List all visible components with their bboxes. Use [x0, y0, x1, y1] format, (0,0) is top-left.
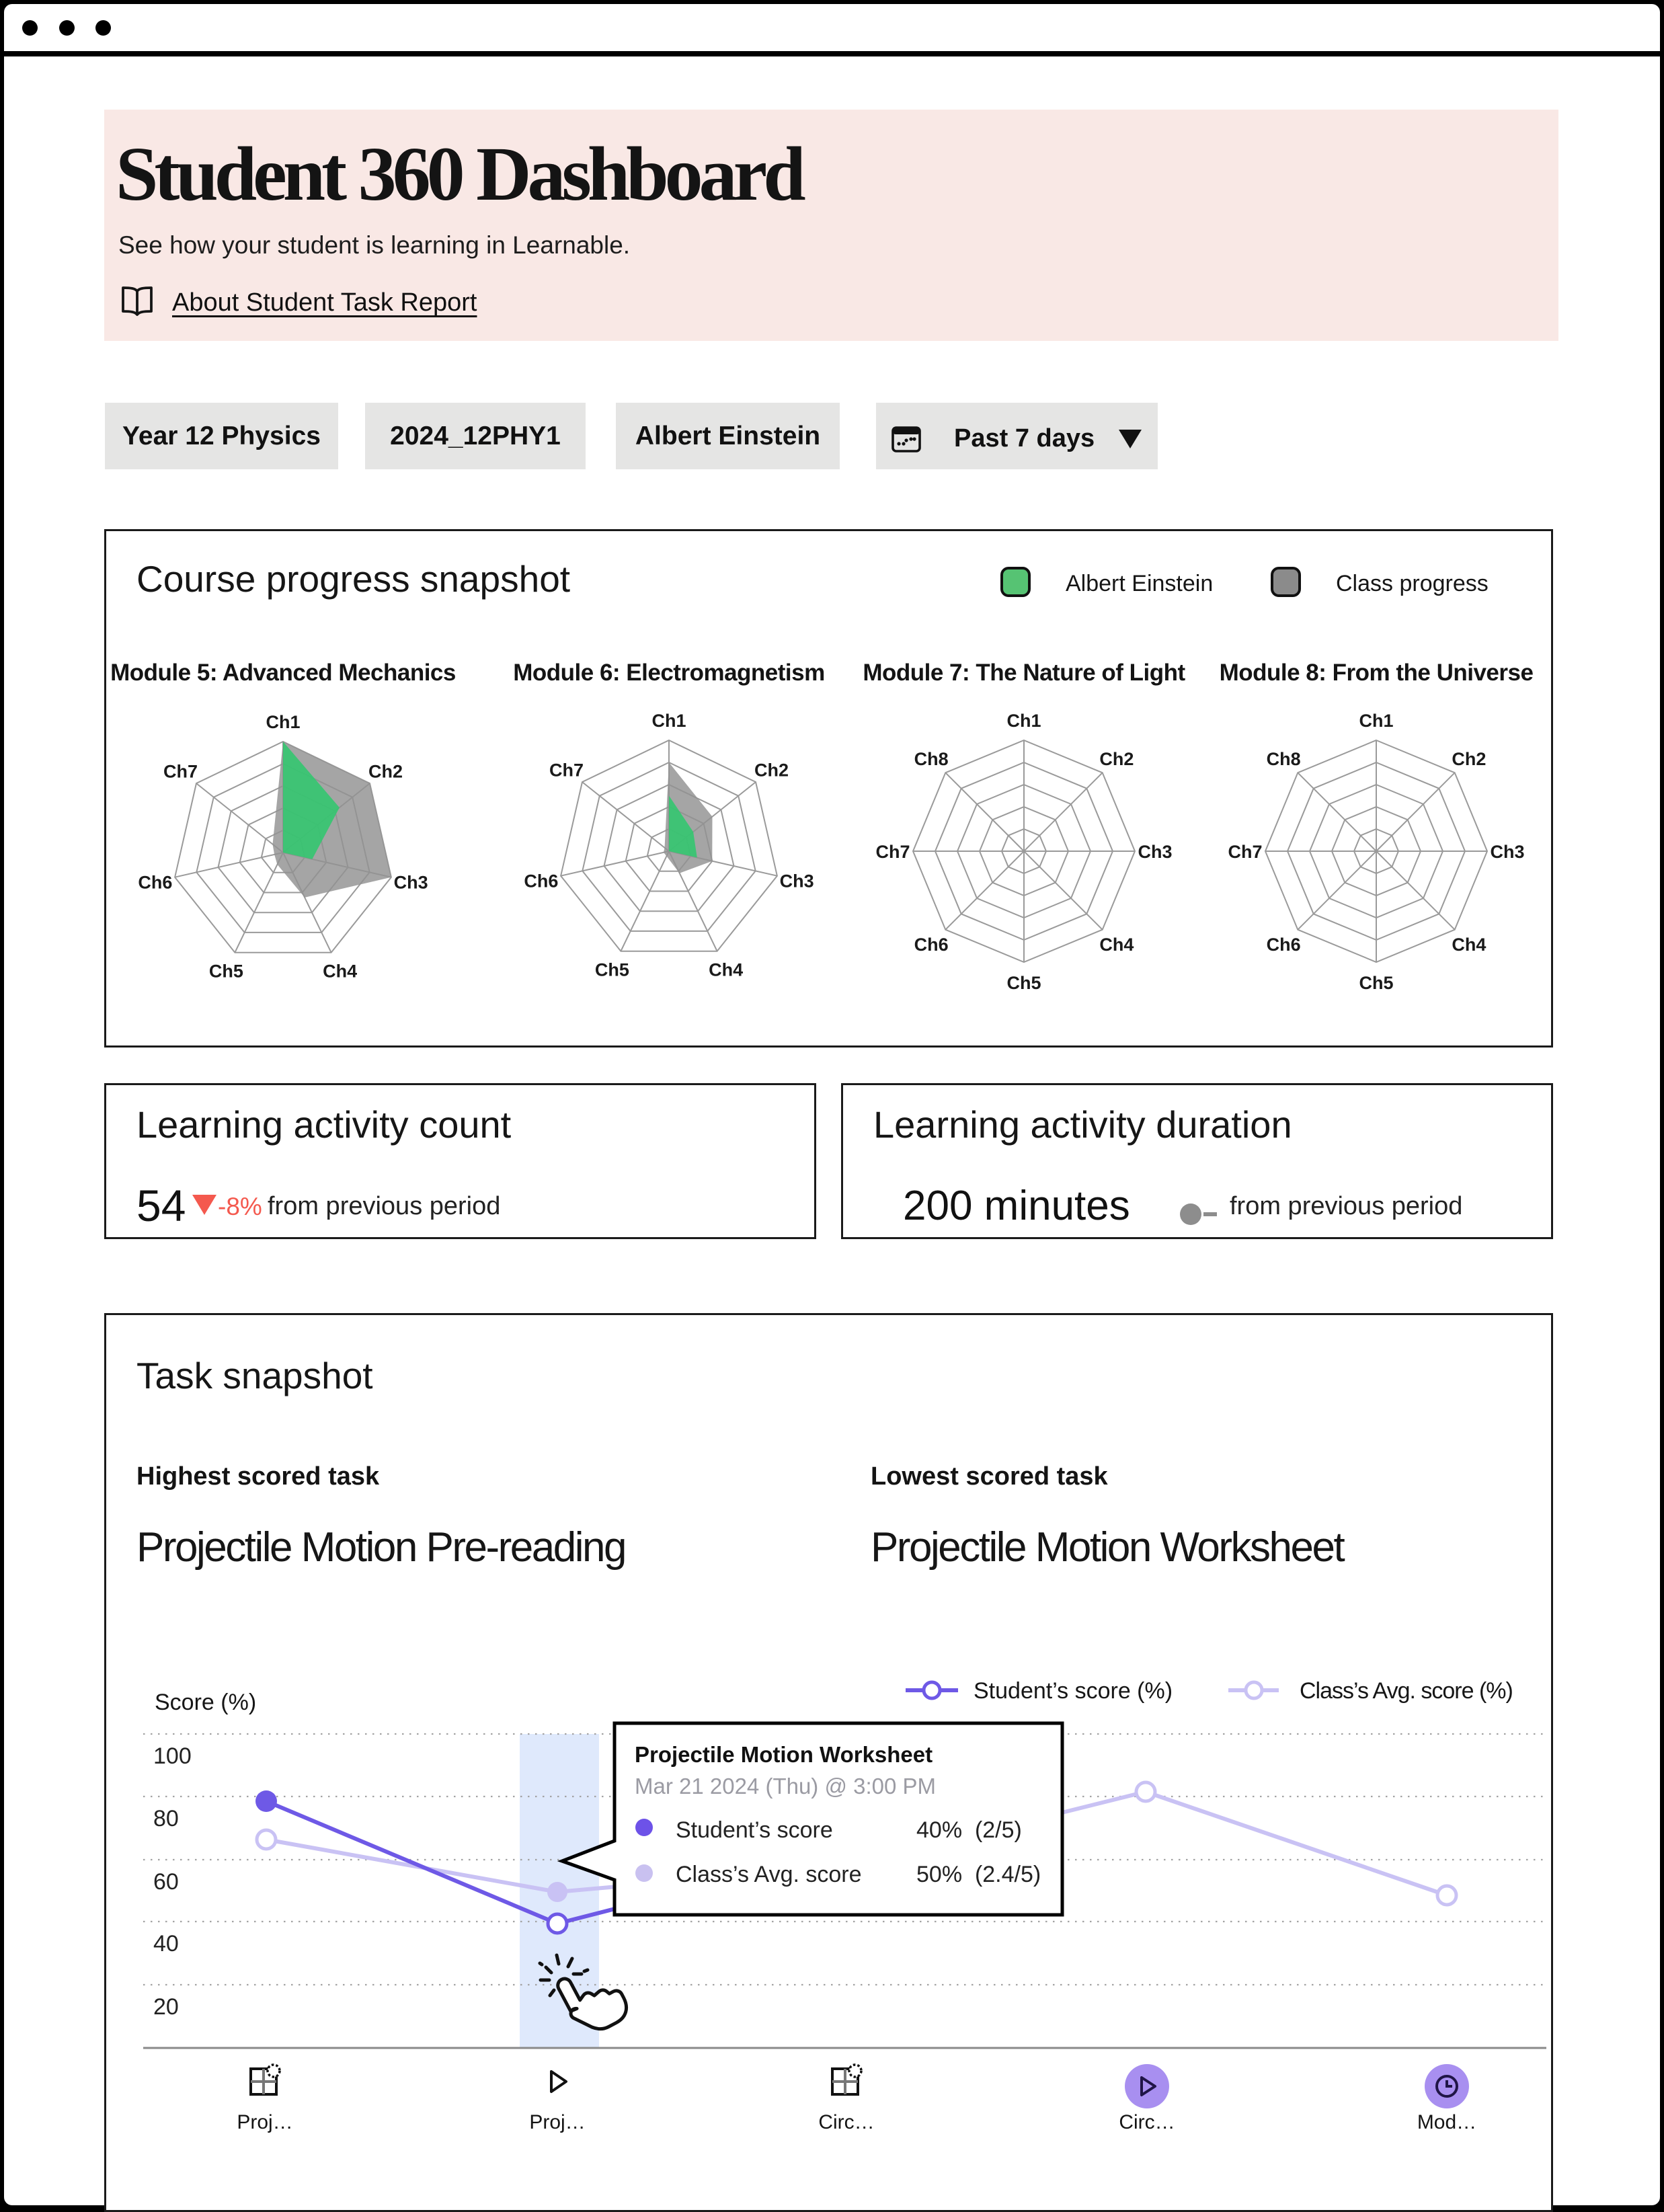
svg-text:Ch7: Ch7	[549, 760, 584, 780]
svg-text:Ch6: Ch6	[1267, 935, 1301, 955]
svg-text:Ch2: Ch2	[368, 761, 403, 781]
svg-text:Ch3: Ch3	[394, 872, 428, 892]
svg-text:Ch6: Ch6	[524, 871, 558, 891]
svg-text:Ch4: Ch4	[1452, 935, 1486, 955]
svg-text:Ch1: Ch1	[1006, 711, 1041, 731]
svg-text:Ch5: Ch5	[595, 960, 629, 980]
svg-text:Ch5: Ch5	[1359, 973, 1393, 993]
svg-text:Ch7: Ch7	[163, 761, 198, 781]
svg-text:Ch7: Ch7	[1228, 842, 1262, 862]
svg-text:Ch4: Ch4	[709, 960, 743, 980]
svg-text:Ch3: Ch3	[1490, 842, 1524, 862]
svg-text:Ch8: Ch8	[1267, 749, 1301, 769]
svg-text:Ch2: Ch2	[1452, 749, 1486, 769]
svg-text:Ch4: Ch4	[323, 961, 357, 982]
svg-text:Ch2: Ch2	[754, 760, 789, 780]
svg-text:Ch7: Ch7	[875, 842, 910, 862]
svg-text:Ch6: Ch6	[914, 935, 949, 955]
svg-text:Ch8: Ch8	[914, 749, 949, 769]
svg-text:Ch5: Ch5	[1006, 973, 1041, 993]
svg-text:Ch5: Ch5	[209, 961, 243, 982]
svg-text:Ch1: Ch1	[266, 712, 300, 732]
svg-text:Ch1: Ch1	[651, 711, 686, 731]
svg-text:Ch6: Ch6	[138, 872, 172, 892]
svg-text:Ch4: Ch4	[1099, 935, 1134, 955]
svg-text:Ch3: Ch3	[780, 871, 814, 891]
svg-text:Ch2: Ch2	[1099, 749, 1134, 769]
svg-text:Ch3: Ch3	[1138, 842, 1172, 862]
svg-text:Ch1: Ch1	[1359, 711, 1393, 731]
